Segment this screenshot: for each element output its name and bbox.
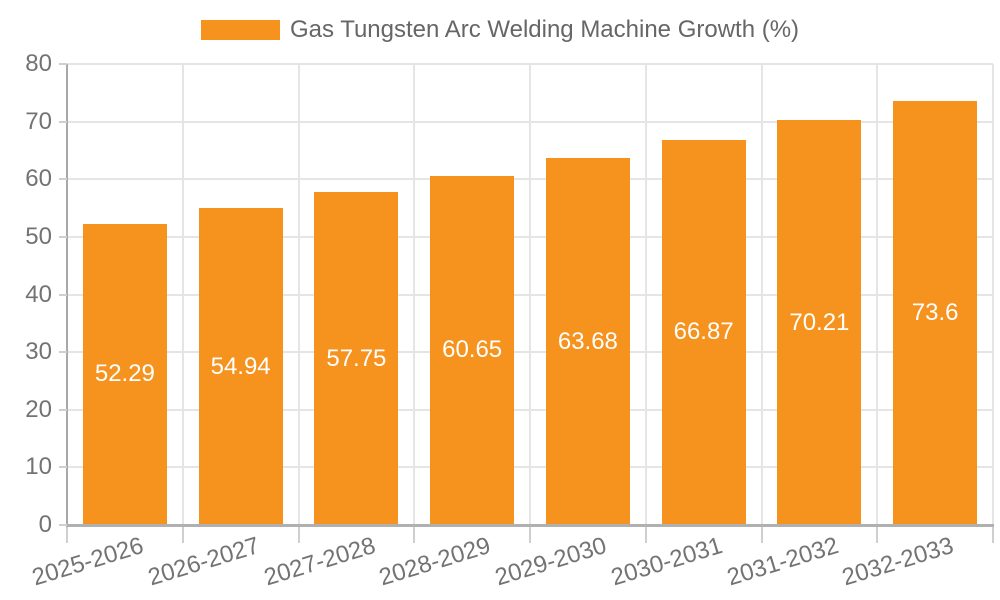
y-axis-tick: [59, 235, 67, 238]
bar-2027-2028[interactable]: [314, 192, 399, 525]
gridline-vertical: [181, 64, 184, 525]
y-axis-tick: [59, 408, 67, 411]
x-axis-tick: [876, 527, 879, 543]
y-axis-tick-label: 60: [25, 165, 52, 193]
gridline-vertical: [644, 64, 647, 525]
y-axis-tick: [59, 466, 67, 469]
bar-value-label: 60.65: [442, 336, 503, 364]
bar-2030-2031[interactable]: [661, 139, 746, 525]
x-axis-tick: [66, 527, 68, 543]
y-axis-tick-label: 20: [25, 395, 52, 423]
legend-swatch-icon: [200, 20, 280, 40]
y-axis-tick: [59, 120, 67, 123]
bar-value-label: 73.6: [911, 298, 959, 326]
legend-item[interactable]: Gas Tungsten Arc Welding Machine Growth …: [0, 16, 1000, 44]
x-axis-tick: [181, 527, 184, 543]
bar-2026-2027[interactable]: [198, 208, 283, 525]
y-axis-tick-label: 50: [25, 222, 52, 250]
x-axis-tick: [644, 527, 647, 543]
y-axis-tick: [59, 63, 67, 65]
y-axis-tick-label: 30: [25, 338, 52, 366]
plot-area: 52.29 54.94 57.75 60.65 63.68 66.87 70.21 73.6: [67, 63, 994, 526]
legend-label: Gas Tungsten Arc Welding Machine Growth …: [289, 16, 800, 43]
gridline-vertical: [529, 64, 531, 525]
x-axis-category-label: 2026-2027: [144, 532, 263, 592]
bar-value-label: 54.94: [210, 352, 271, 380]
x-axis-category-label: 2025-2026: [29, 532, 147, 592]
x-axis-category-label: 2030-2031: [607, 532, 726, 592]
bar-value-label: 63.68: [557, 327, 618, 355]
y-axis-line: [66, 64, 68, 541]
x-axis-tick: [529, 527, 531, 543]
x-axis-category-label: 2031-2032: [723, 532, 842, 592]
x-axis-category-label: 2027-2028: [260, 532, 379, 592]
x-axis-tick: [760, 527, 763, 543]
bar-2028-2029[interactable]: [430, 175, 515, 525]
y-axis-tick: [59, 178, 67, 181]
gridline-vertical: [876, 64, 879, 525]
gridline-vertical: [413, 64, 416, 525]
y-axis-tick-label: 70: [25, 107, 52, 135]
bar-2032-2033[interactable]: [893, 100, 978, 525]
bar-value-label: 52.29: [94, 360, 155, 388]
x-axis-tick: [992, 527, 994, 543]
gridline-vertical: [992, 64, 994, 525]
bar-value-label: 66.87: [673, 318, 734, 346]
x-axis-category-label: 2028-2029: [376, 532, 495, 592]
y-axis-tick: [59, 293, 67, 296]
y-axis-tick-label: 10: [25, 453, 52, 481]
y-axis-tick: [59, 524, 67, 526]
y-axis-tick-label: 80: [25, 50, 52, 77]
gridline-vertical: [297, 64, 300, 525]
bar-2029-2030[interactable]: [545, 158, 630, 525]
x-axis-tick: [413, 527, 416, 543]
y-axis-tick-label: 0: [38, 511, 52, 538]
x-axis-category-label: 2032-2033: [839, 532, 958, 592]
x-axis-category-label: 2029-2030: [492, 532, 610, 592]
x-axis-tick: [297, 527, 300, 543]
x-axis-line: [66, 524, 994, 527]
y-axis-tick: [59, 351, 67, 354]
bar-2031-2032[interactable]: [777, 120, 862, 525]
bar-2025-2026[interactable]: [82, 223, 167, 525]
bar-value-label: 57.75: [326, 344, 387, 372]
bar-value-label: 70.21: [789, 308, 850, 336]
y-axis-tick-label: 40: [25, 280, 52, 308]
gridline-vertical: [760, 64, 763, 525]
